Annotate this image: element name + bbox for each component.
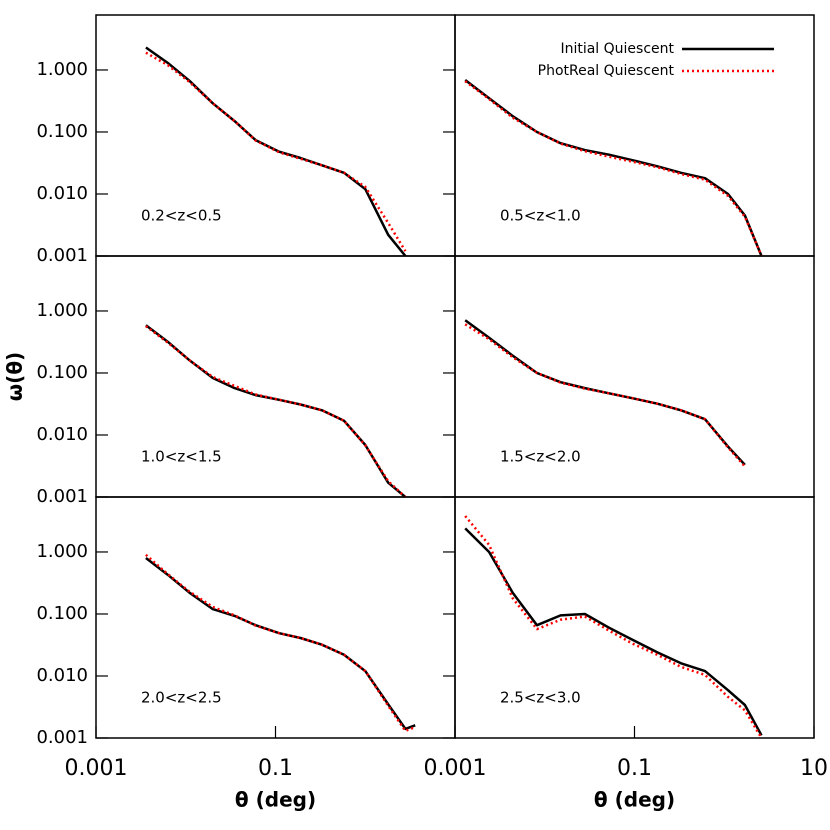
x-tick-label: 10 xyxy=(800,756,828,781)
x-tick-label: 0.1 xyxy=(617,756,652,781)
y-tick-label: 0.001 xyxy=(36,245,88,266)
y-tick-label: 0.010 xyxy=(36,424,88,445)
y-axis-label: ω(θ) xyxy=(3,352,27,401)
y-tick-label: 1.000 xyxy=(36,300,88,321)
y-tick-label: 1.000 xyxy=(36,541,88,562)
y-tick-label: 0.100 xyxy=(36,603,88,624)
x-tick-label: 0.001 xyxy=(424,756,487,781)
panel-label: 0.5<z<1.0 xyxy=(500,207,581,225)
panel-label: 2.5<z<3.0 xyxy=(500,689,581,707)
series-line xyxy=(145,51,407,252)
series-line xyxy=(145,325,407,498)
y-tick-label: 0.001 xyxy=(36,486,88,507)
legend-label: PhotReal Quiescent xyxy=(538,63,675,79)
panel-label: 1.0<z<1.5 xyxy=(141,448,222,466)
series-line xyxy=(464,80,763,257)
x-axis-label: θ (deg) xyxy=(594,788,675,812)
series-line xyxy=(464,323,746,468)
x-axis-label: θ (deg) xyxy=(235,788,316,812)
y-tick-label: 0.010 xyxy=(36,183,88,204)
x-tick-label: 0.1 xyxy=(258,756,293,781)
y-tick-label: 0.100 xyxy=(36,121,88,142)
series-line xyxy=(464,319,746,466)
series-line xyxy=(145,553,416,733)
x-tick-label: 0.001 xyxy=(65,756,128,781)
y-tick-label: 0.010 xyxy=(36,665,88,686)
series-line xyxy=(464,79,763,257)
series-line xyxy=(145,324,407,498)
series-line xyxy=(464,527,763,736)
y-tick-label: 0.001 xyxy=(36,727,88,748)
panel-label: 0.2<z<0.5 xyxy=(141,207,222,225)
y-tick-label: 1.000 xyxy=(36,59,88,80)
y-tick-label: 0.100 xyxy=(36,362,88,383)
legend-label: Initial Quiescent xyxy=(560,41,674,57)
panel-label: 1.5<z<2.0 xyxy=(500,448,581,466)
panel-label: 2.0<z<2.5 xyxy=(141,689,222,707)
series-line xyxy=(464,515,763,739)
